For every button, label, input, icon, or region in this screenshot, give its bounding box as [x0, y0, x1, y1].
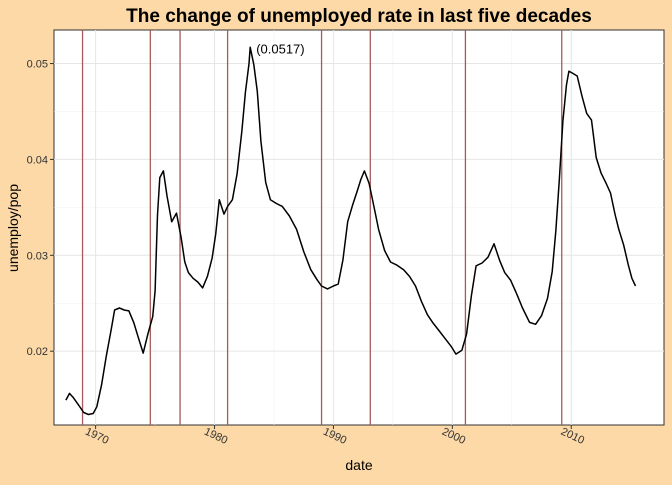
y-tick-label: 0.04 — [27, 154, 48, 166]
plot-panel — [53, 29, 665, 426]
x-tick-label: 2010 — [559, 426, 586, 447]
x-tick-label: 2000 — [440, 426, 467, 447]
peak-annotation: (0.0517) — [256, 41, 304, 56]
x-tick-label: 1980 — [202, 426, 229, 447]
y-tick-label: 0.02 — [27, 346, 48, 358]
series-line — [65, 46, 637, 416]
chart-title: The change of unemployed rate in last fi… — [126, 6, 592, 27]
event-lines — [81, 30, 563, 425]
y-tick-label: 0.05 — [27, 59, 48, 71]
x-tick-label: 1970 — [83, 426, 110, 447]
x-tick-label: 1990 — [321, 426, 348, 447]
y-axis-label: unemploy/pop — [5, 184, 21, 272]
x-axis-label: date — [345, 457, 372, 473]
series-layer — [65, 46, 637, 416]
y-tick-label: 0.03 — [27, 250, 48, 262]
